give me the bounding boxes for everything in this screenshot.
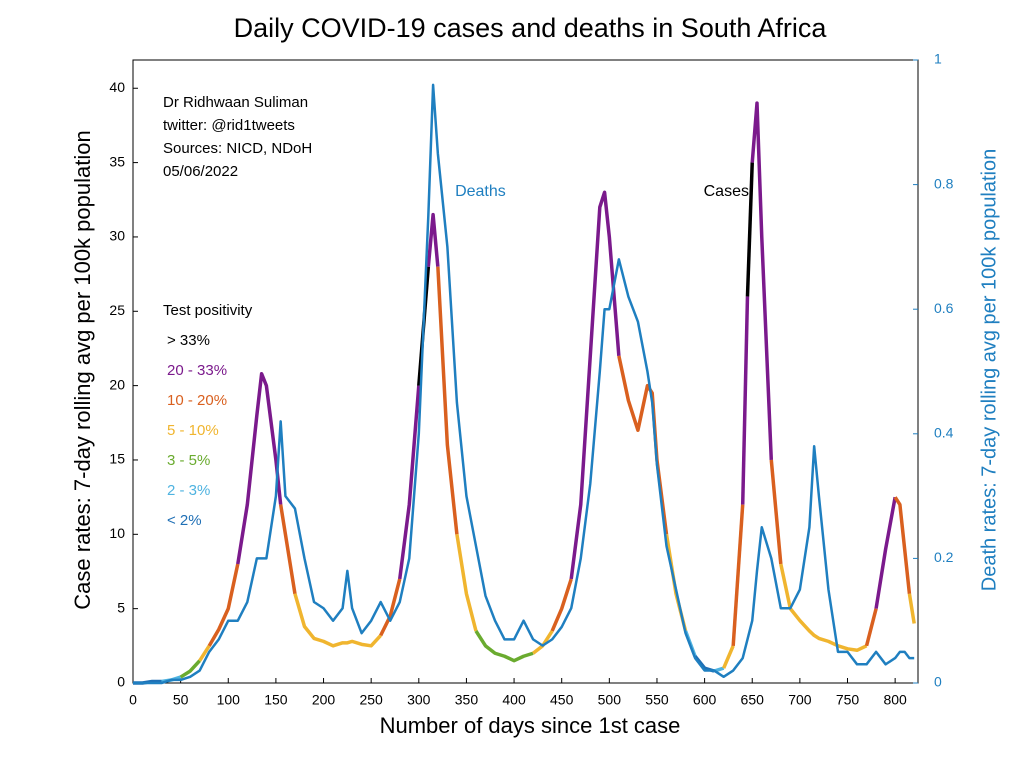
- legend-entry: < 2%: [167, 512, 202, 529]
- x-tick-label: 500: [598, 692, 622, 708]
- x-tick-label: 650: [741, 692, 765, 708]
- x-tick-label: 250: [359, 692, 383, 708]
- series-line: [436, 266, 459, 535]
- x-tick-label: 300: [407, 692, 431, 708]
- y-tick-label: 20: [109, 376, 125, 392]
- legend-title: Test positivity: [163, 302, 253, 319]
- x-tick-label: 350: [455, 692, 479, 708]
- y-tick-label: 25: [109, 302, 125, 318]
- legend-entry: 2 - 3%: [167, 482, 210, 499]
- series-line: [779, 563, 868, 653]
- series-line: [398, 385, 421, 580]
- legend-entry: 10 - 20%: [167, 392, 227, 409]
- y-tick-label: 30: [109, 228, 125, 244]
- annotation: twitter: @rid1tweets: [163, 117, 295, 134]
- legend-entry: 3 - 5%: [167, 452, 210, 469]
- chart-title: Daily COVID-19 cases and deaths in South…: [234, 13, 828, 43]
- series-line: [722, 645, 735, 669]
- x-tick-label: 800: [883, 692, 907, 708]
- plot-frame: [132, 59, 919, 684]
- series-line: [740, 296, 750, 505]
- series-line: [750, 101, 774, 461]
- x-tick-label: 450: [550, 692, 574, 708]
- y2-tick-label: 0.4: [934, 425, 954, 441]
- x-tick-label: 700: [788, 692, 812, 708]
- series-line: [198, 644, 211, 662]
- x-axis-label: Number of days since 1st case: [380, 713, 681, 738]
- y2-tick-label: 0.8: [934, 175, 954, 191]
- x-tick-label: 0: [129, 692, 137, 708]
- y2-tick-label: 1: [934, 51, 942, 67]
- legend-entry: > 33%: [167, 332, 210, 349]
- series-label: Cases: [704, 183, 749, 200]
- y-tick-label: 10: [109, 525, 125, 541]
- series-line: [207, 563, 240, 647]
- series-line: [893, 496, 912, 594]
- x-tick-label: 400: [502, 692, 526, 708]
- x-tick-label: 600: [693, 692, 717, 708]
- y-tick-label: 35: [109, 153, 125, 169]
- x-tick-label: 200: [312, 692, 336, 708]
- x-tick-label: 50: [173, 692, 189, 708]
- x-tick-label: 750: [836, 692, 860, 708]
- series-line: [731, 504, 745, 646]
- y2-tick-label: 0: [934, 674, 942, 690]
- series-line: [133, 83, 915, 685]
- series-line: [426, 212, 440, 267]
- legend-entry: 5 - 10%: [167, 422, 219, 439]
- y-tick-label: 5: [117, 599, 125, 615]
- legend-entry: 20 - 33%: [167, 362, 227, 379]
- x-tick-label: 150: [264, 692, 288, 708]
- y-tick-label: 40: [109, 79, 125, 95]
- x-tick-label: 550: [645, 692, 669, 708]
- annotation: 05/06/2022: [163, 163, 238, 180]
- series-label: Deaths: [455, 183, 506, 200]
- series-line: [769, 459, 783, 565]
- series-line: [864, 608, 878, 647]
- series-line: [293, 593, 382, 648]
- y2-tick-label: 0.6: [934, 300, 954, 316]
- series-line: [379, 578, 402, 637]
- series-line: [874, 496, 897, 609]
- y2-axis-label: Death rates: 7-day rolling avg per 100k …: [978, 149, 1000, 592]
- series-line: [474, 630, 534, 663]
- series-line: [907, 593, 916, 624]
- series-line: [550, 578, 573, 632]
- annotation: Dr Ridhwaan Suliman: [163, 94, 308, 111]
- series-line: [569, 190, 621, 580]
- series-line: [617, 355, 669, 535]
- series-line: [745, 162, 754, 297]
- series-line: [278, 504, 297, 595]
- y2-tick-label: 0.2: [934, 549, 954, 565]
- y-tick-label: 0: [117, 674, 125, 690]
- y-axis-label: Case rates: 7-day rolling avg per 100k p…: [70, 130, 95, 609]
- y-tick-label: 15: [109, 451, 125, 467]
- annotation: Sources: NICD, NDoH: [163, 140, 312, 157]
- x-tick-label: 100: [217, 692, 241, 708]
- series-line: [236, 371, 283, 565]
- series-line: [455, 534, 478, 632]
- series-line: [179, 659, 201, 679]
